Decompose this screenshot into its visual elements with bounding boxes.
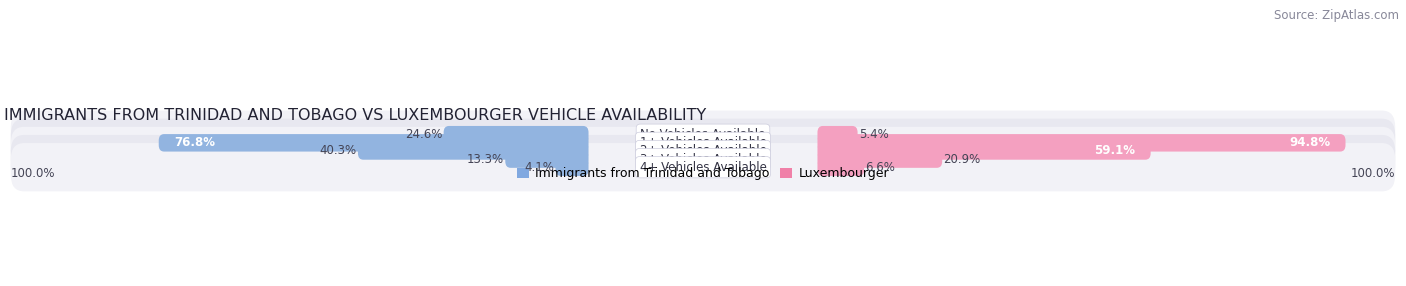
FancyBboxPatch shape xyxy=(359,142,589,160)
FancyBboxPatch shape xyxy=(444,126,589,144)
Text: 20.9%: 20.9% xyxy=(943,153,981,166)
FancyBboxPatch shape xyxy=(505,150,589,168)
Text: 76.8%: 76.8% xyxy=(174,136,215,149)
Text: 2+ Vehicles Available: 2+ Vehicles Available xyxy=(640,144,766,158)
Text: 94.8%: 94.8% xyxy=(1289,136,1330,149)
FancyBboxPatch shape xyxy=(817,126,858,144)
Text: 1+ Vehicles Available: 1+ Vehicles Available xyxy=(640,136,766,149)
Text: 6.6%: 6.6% xyxy=(866,161,896,174)
Text: 100.0%: 100.0% xyxy=(11,167,55,180)
Text: IMMIGRANTS FROM TRINIDAD AND TOBAGO VS LUXEMBOURGER VEHICLE AVAILABILITY: IMMIGRANTS FROM TRINIDAD AND TOBAGO VS L… xyxy=(4,108,706,122)
Text: 4+ Vehicles Available: 4+ Vehicles Available xyxy=(640,161,766,174)
FancyBboxPatch shape xyxy=(159,134,589,152)
FancyBboxPatch shape xyxy=(11,111,1395,159)
FancyBboxPatch shape xyxy=(11,119,1395,167)
Text: 100.0%: 100.0% xyxy=(1351,167,1395,180)
Legend: Immigrants from Trinidad and Tobago, Luxembourger: Immigrants from Trinidad and Tobago, Lux… xyxy=(512,162,894,185)
FancyBboxPatch shape xyxy=(11,135,1395,183)
Text: 5.4%: 5.4% xyxy=(859,128,889,141)
FancyBboxPatch shape xyxy=(817,158,865,176)
Text: 59.1%: 59.1% xyxy=(1094,144,1136,158)
FancyBboxPatch shape xyxy=(817,150,942,168)
Text: No Vehicles Available: No Vehicles Available xyxy=(640,128,766,141)
FancyBboxPatch shape xyxy=(11,127,1395,175)
Text: 4.1%: 4.1% xyxy=(524,161,554,174)
Text: 40.3%: 40.3% xyxy=(319,144,357,158)
Text: Source: ZipAtlas.com: Source: ZipAtlas.com xyxy=(1274,9,1399,21)
Text: 13.3%: 13.3% xyxy=(467,153,503,166)
FancyBboxPatch shape xyxy=(555,158,589,176)
FancyBboxPatch shape xyxy=(11,143,1395,191)
Text: 3+ Vehicles Available: 3+ Vehicles Available xyxy=(640,153,766,166)
FancyBboxPatch shape xyxy=(817,142,1150,160)
Text: 24.6%: 24.6% xyxy=(405,128,443,141)
FancyBboxPatch shape xyxy=(817,134,1346,152)
